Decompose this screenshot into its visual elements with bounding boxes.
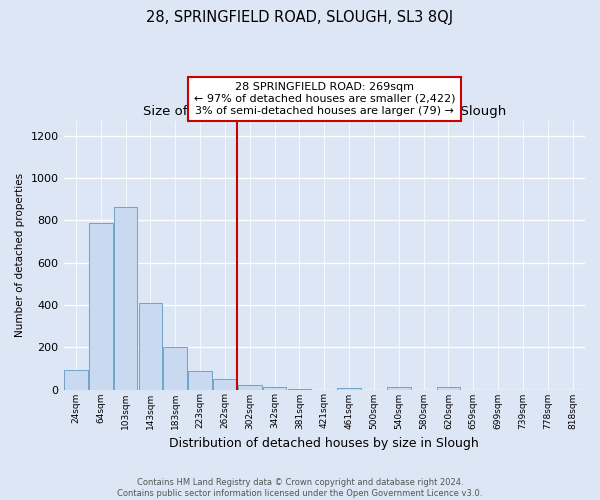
Bar [263, 388, 286, 390]
Text: 28, SPRINGFIELD ROAD, SLOUGH, SL3 8QJ: 28, SPRINGFIELD ROAD, SLOUGH, SL3 8QJ [146, 10, 454, 25]
X-axis label: Distribution of detached houses by size in Slough: Distribution of detached houses by size … [169, 437, 479, 450]
Bar [213, 378, 237, 390]
Text: Contains HM Land Registry data © Crown copyright and database right 2024.
Contai: Contains HM Land Registry data © Crown c… [118, 478, 482, 498]
Bar [64, 370, 88, 390]
Bar [287, 389, 311, 390]
Bar [89, 223, 113, 390]
Bar [437, 387, 460, 390]
Bar [163, 347, 187, 390]
Y-axis label: Number of detached properties: Number of detached properties [15, 173, 25, 338]
Bar [188, 371, 212, 390]
Bar [139, 302, 162, 390]
Bar [238, 386, 262, 390]
Text: 28 SPRINGFIELD ROAD: 269sqm
← 97% of detached houses are smaller (2,422)
3% of s: 28 SPRINGFIELD ROAD: 269sqm ← 97% of det… [194, 82, 455, 116]
Title: Size of property relative to detached houses in Slough: Size of property relative to detached ho… [143, 106, 506, 118]
Bar [114, 207, 137, 390]
Bar [387, 387, 410, 390]
Bar [337, 388, 361, 390]
